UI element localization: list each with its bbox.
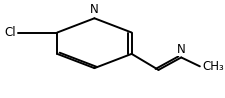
Text: CH₃: CH₃ (201, 60, 223, 73)
Text: N: N (90, 3, 98, 16)
Text: N: N (176, 43, 185, 56)
Text: Cl: Cl (4, 26, 16, 39)
